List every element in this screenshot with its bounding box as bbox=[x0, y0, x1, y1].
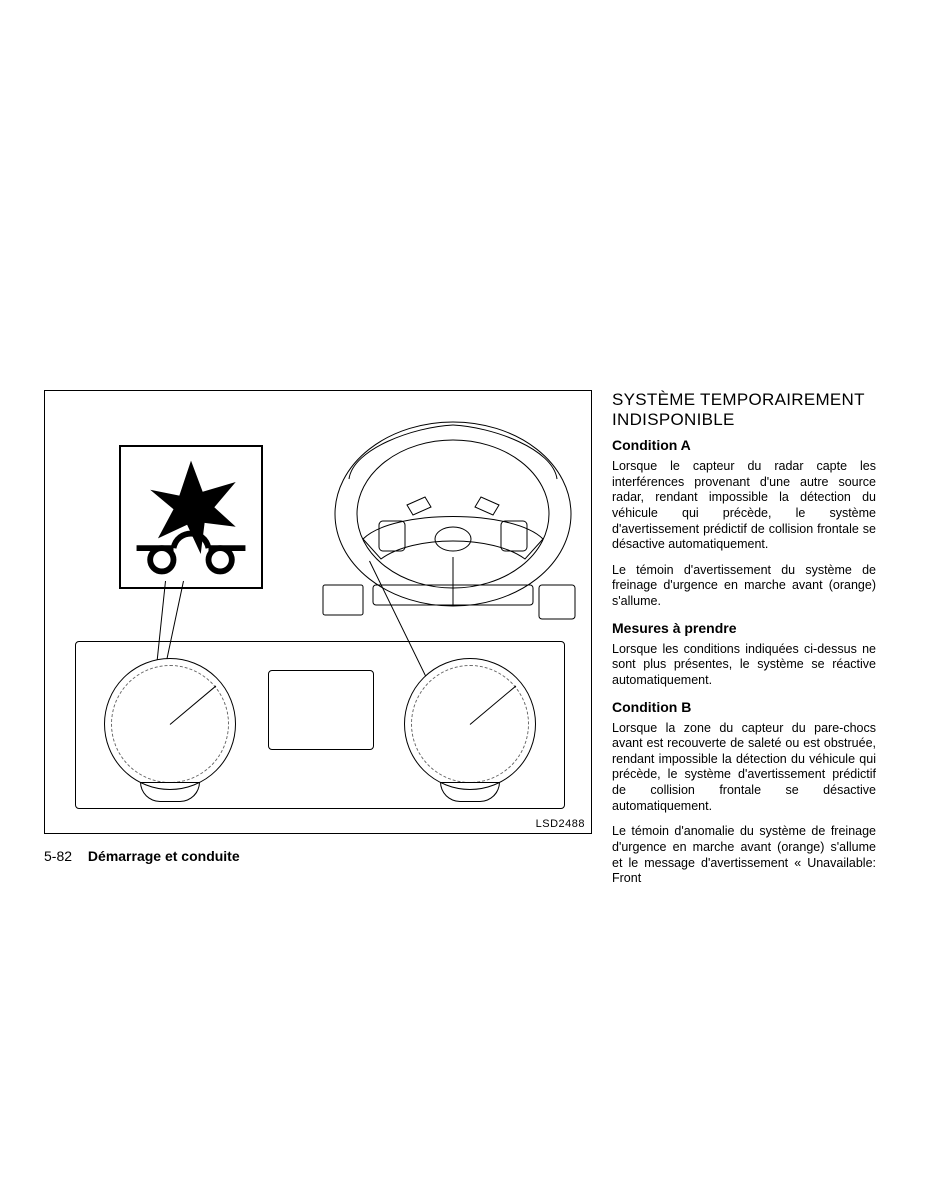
body-paragraph: Lorsque le capteur du radar capte les in… bbox=[612, 459, 876, 553]
speedometer-icon bbox=[404, 658, 536, 790]
figure-column: LSD2488 bbox=[44, 390, 592, 897]
page-footer: 5-82 Démarrage et conduite bbox=[44, 848, 240, 864]
measures-heading: Mesures à prendre bbox=[612, 620, 876, 636]
body-paragraph: Lorsque la zone du capteur du pare-chocs… bbox=[612, 721, 876, 815]
multi-function-display-icon bbox=[268, 670, 374, 750]
condition-b-heading: Condition B bbox=[612, 699, 876, 715]
tachometer-icon bbox=[104, 658, 236, 790]
condition-a-heading: Condition A bbox=[612, 437, 876, 453]
collision-warning-icon bbox=[119, 445, 263, 589]
manual-page: LSD2488 SYSTÈME TEMPORAIREMENT INDISPONI… bbox=[0, 0, 927, 1200]
body-paragraph: Le témoin d'anomalie du système de frein… bbox=[612, 824, 876, 887]
section-heading: SYSTÈME TEMPORAIREMENT INDISPONIBLE bbox=[612, 390, 876, 429]
dashboard-illustration: LSD2488 bbox=[44, 390, 592, 834]
section-title: Démarrage et conduite bbox=[88, 848, 240, 864]
content-area: LSD2488 SYSTÈME TEMPORAIREMENT INDISPONI… bbox=[44, 390, 876, 897]
fuel-gauge-icon bbox=[140, 782, 200, 802]
body-paragraph: Lorsque les conditions indiquées ci-dess… bbox=[612, 642, 876, 689]
text-column: SYSTÈME TEMPORAIREMENT INDISPONIBLE Cond… bbox=[612, 390, 876, 897]
temp-gauge-icon bbox=[440, 782, 500, 802]
page-number: 5-82 bbox=[44, 848, 72, 864]
instrument-cluster-icon bbox=[75, 641, 565, 809]
figure-reference-label: LSD2488 bbox=[536, 818, 585, 830]
body-paragraph: Le témoin d'avertissement du système de … bbox=[612, 563, 876, 610]
steering-wheel-icon bbox=[303, 409, 583, 649]
